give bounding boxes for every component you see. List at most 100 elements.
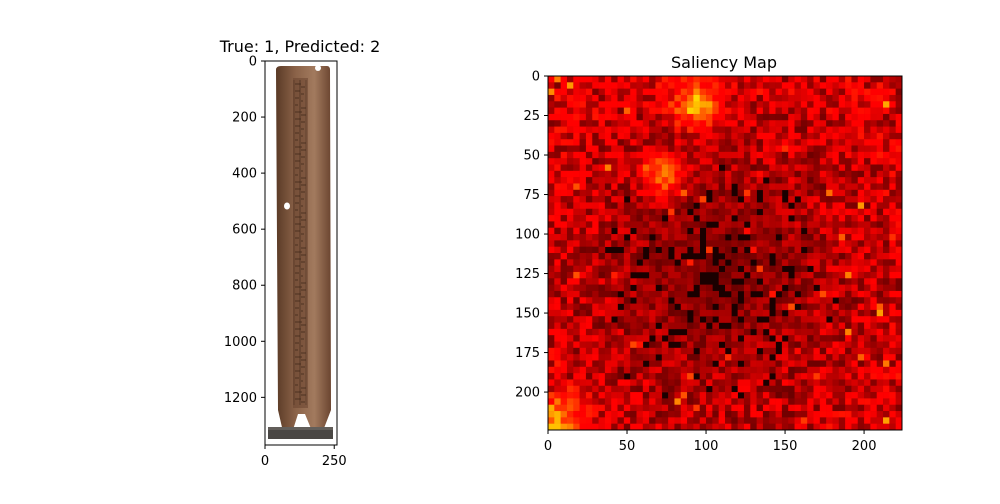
saliency-cell — [788, 423, 795, 430]
saliency-cell — [864, 360, 871, 368]
saliency-cell — [592, 259, 599, 266]
saliency-cell — [548, 392, 555, 399]
saliency-cell — [851, 404, 859, 412]
saliency-cell — [870, 423, 878, 430]
saliency-cell — [832, 145, 840, 153]
saliency-cell — [769, 284, 776, 292]
saliency-cell — [623, 316, 631, 323]
saliency-cell — [573, 94, 580, 102]
saliency-cell — [756, 164, 764, 172]
saliency-cell — [573, 322, 580, 330]
saliency-cell — [674, 126, 682, 134]
saliency-cell — [566, 88, 574, 96]
saliency-cell — [579, 373, 587, 380]
saliency-cell — [598, 208, 606, 216]
saliency-cell — [788, 328, 795, 336]
saliency-cell — [889, 189, 896, 197]
saliency-cell — [585, 284, 593, 292]
saliency-cell — [668, 82, 675, 89]
saliency-cell — [864, 278, 871, 285]
saliency-cell — [699, 88, 707, 96]
saliency-cell — [573, 265, 580, 273]
saliency-cell — [617, 297, 625, 304]
saliency-cell — [560, 158, 568, 165]
saliency-cell — [560, 196, 568, 203]
saliency-cell — [655, 208, 663, 216]
saliency-cell — [693, 379, 701, 387]
saliency-cell — [781, 385, 789, 393]
saliency-cell — [642, 335, 650, 342]
saliency-cell — [813, 411, 821, 418]
saliency-cell — [756, 253, 764, 260]
saliency-cell — [883, 347, 890, 355]
saliency-cell — [864, 271, 871, 279]
saliency-cell — [794, 335, 802, 342]
saliency-cell — [838, 303, 846, 311]
saliency-cell — [857, 189, 865, 197]
saliency-cell — [592, 177, 599, 184]
saliency-cell — [870, 259, 878, 266]
saliency-cell — [826, 417, 833, 424]
saliency-cell — [661, 259, 669, 266]
saliency-cell — [845, 316, 852, 323]
saliency-cell — [668, 145, 675, 153]
saliency-cell — [655, 373, 663, 380]
saliency-cell — [680, 347, 688, 355]
saliency-cell — [794, 88, 802, 96]
saliency-cell — [712, 88, 719, 96]
saliency-cell — [756, 246, 764, 254]
saliency-cell — [604, 227, 612, 235]
saliency-cell — [699, 290, 707, 298]
saliency-cell — [554, 240, 561, 247]
saliency-cell — [889, 76, 896, 83]
saliency-cell — [731, 297, 738, 304]
saliency-cell — [655, 234, 663, 241]
saliency-cell — [706, 246, 713, 254]
saliency-cell — [655, 215, 663, 222]
saliency-cell — [769, 170, 776, 178]
y-tick-label: 25 — [523, 109, 540, 124]
saliency-cell — [813, 423, 821, 430]
saliency-cell — [813, 341, 821, 349]
saliency-cell — [864, 82, 871, 89]
saliency-cell — [604, 240, 612, 247]
saliency-cell — [680, 316, 688, 323]
saliency-cell — [731, 265, 738, 273]
saliency-cell — [851, 227, 859, 235]
saliency-cell — [851, 246, 859, 254]
saliency-cell — [883, 423, 890, 430]
saliency-cell — [895, 309, 902, 317]
saliency-cell — [794, 316, 802, 323]
saliency-cell — [857, 126, 865, 134]
saliency-cell — [636, 373, 644, 380]
saliency-cell — [781, 360, 789, 368]
saliency-cell — [560, 94, 568, 102]
saliency-cell — [876, 177, 884, 184]
saliency-cell — [775, 158, 783, 165]
saliency-cell — [725, 303, 732, 311]
saliency-cell — [750, 183, 757, 191]
saliency-cell — [775, 328, 783, 336]
saliency-cell — [800, 107, 808, 115]
saliency-cell — [712, 139, 719, 146]
saliency-cell — [548, 139, 555, 146]
saliency-cell — [718, 240, 726, 247]
saliency-cell — [699, 76, 707, 83]
saliency-cell — [788, 107, 795, 115]
saliency-cell — [788, 297, 795, 304]
saliency-cell — [579, 221, 587, 229]
saliency-cell — [762, 240, 770, 247]
saliency-cell — [731, 417, 738, 424]
saliency-cell — [826, 328, 833, 336]
saliency-cell — [737, 404, 745, 412]
saliency-cell — [554, 151, 561, 159]
saliency-cell — [813, 215, 821, 222]
saliency-cell — [870, 94, 878, 102]
saliency-cell — [870, 82, 878, 89]
saliency-cell — [611, 354, 618, 361]
saliency-cell — [604, 208, 612, 216]
saliency-cell — [655, 158, 663, 165]
saliency-cell — [883, 265, 890, 273]
saliency-cell — [800, 208, 808, 216]
saliency-cell — [895, 151, 902, 159]
